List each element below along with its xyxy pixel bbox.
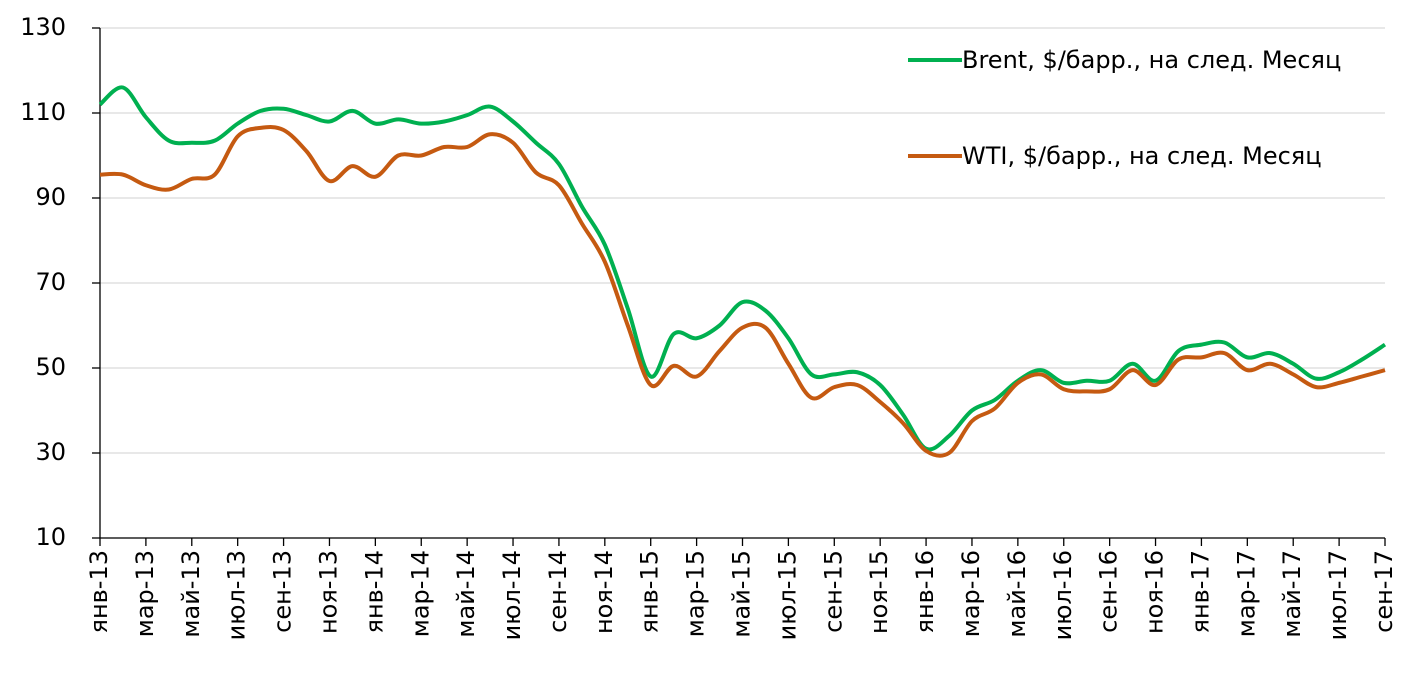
x-tick-label: сен-14 (544, 550, 572, 633)
x-tick-label: ноя-14 (590, 550, 618, 634)
x-tick-label: мар-17 (1232, 550, 1260, 637)
x-tick-label: май-16 (1003, 550, 1031, 638)
x-tick-label: мар-14 (406, 550, 434, 637)
x-tick-label: май-17 (1278, 550, 1306, 638)
x-tick-label: мар-13 (131, 550, 159, 637)
series-line (98, 85, 1387, 452)
x-tick-label: май-14 (452, 550, 480, 638)
y-tick-label: 130 (20, 13, 66, 41)
x-tick-label: янв-17 (1186, 550, 1214, 633)
x-tick-label: мар-16 (957, 550, 985, 637)
y-tick-label: 110 (20, 98, 66, 126)
y-tick-label: 90 (35, 183, 66, 211)
y-tick-label: 30 (35, 438, 66, 466)
x-tick-label: ноя-13 (314, 550, 342, 634)
x-tick-label: май-13 (177, 550, 205, 638)
x-tick-label: сен-13 (269, 550, 297, 633)
x-tick-label: сен-15 (819, 550, 847, 633)
x-tick-label: янв-14 (360, 550, 388, 633)
x-tick-label: ноя-15 (865, 550, 893, 634)
x-tick-label: сен-16 (1095, 550, 1123, 633)
x-tick-label: июл-15 (773, 550, 801, 640)
x-tick-label: янв-15 (636, 550, 664, 633)
legend-label: Brent, $/барр., на след. Месяц (962, 46, 1342, 74)
y-tick-label: 50 (35, 353, 66, 381)
x-tick-label: янв-16 (911, 550, 939, 633)
x-tick-label: июл-13 (223, 550, 251, 640)
x-tick-label: ноя-16 (1141, 550, 1169, 634)
x-tick-label: май-15 (728, 550, 756, 638)
x-tick-label: мар-15 (682, 550, 710, 637)
series-line (99, 125, 1386, 458)
x-tick-label: сен-17 (1370, 550, 1398, 633)
x-tick-label: июл-14 (498, 550, 526, 640)
legend-label: WTI, $/барр., на след. Месяц (962, 142, 1322, 170)
y-tick-label: 70 (35, 268, 66, 296)
y-tick-label: 10 (35, 523, 66, 551)
x-tick-label: июл-17 (1324, 550, 1352, 640)
x-tick-label: июл-16 (1049, 550, 1077, 640)
x-tick-label: янв-13 (85, 550, 113, 633)
